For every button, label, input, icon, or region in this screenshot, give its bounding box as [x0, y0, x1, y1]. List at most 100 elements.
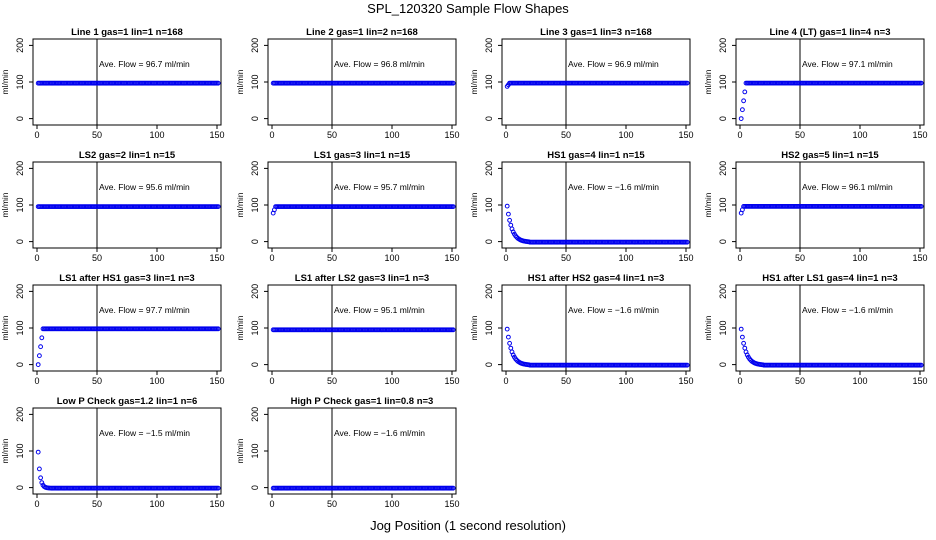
chart-panel: LS1 after LS2 gas=3 lin=1 n=3 Ave. Flow =…: [235, 273, 460, 386]
plot-frame: [267, 407, 457, 495]
data-points: [270, 80, 456, 86]
y-tick-label: 0: [250, 239, 260, 244]
average-flow-annotation: Ave. Flow = −1.6 ml/min: [568, 305, 659, 315]
data-points: [504, 203, 690, 245]
x-tick-label: 100: [852, 376, 867, 386]
average-flow-annotation: Ave. Flow = 97.7 ml/min: [99, 305, 190, 315]
y-tick-label: 100: [15, 74, 25, 89]
y-tick-label: 0: [484, 116, 494, 121]
y-tick-label: 200: [250, 38, 260, 53]
data-point: [742, 89, 748, 95]
y-axis-label: ml/min: [469, 69, 479, 94]
y-tick-label: 200: [15, 407, 25, 422]
y-tick-label: 100: [484, 197, 494, 212]
figure-x-axis-label: Jog Position (1 second resolution): [370, 518, 566, 533]
data-point: [684, 239, 690, 245]
x-tick-label: 50: [561, 130, 571, 140]
y-tick-label: 100: [718, 197, 728, 212]
y-tick-label: 200: [484, 161, 494, 176]
data-point: [450, 327, 456, 333]
data-point: [507, 217, 513, 223]
x-tick-label: 100: [149, 253, 164, 263]
data-point: [740, 334, 745, 340]
data-point: [740, 107, 745, 113]
data-point: [39, 335, 45, 341]
y-tick-label: 0: [15, 116, 25, 121]
y-axis-label: ml/min: [0, 192, 10, 217]
data-point: [918, 80, 924, 86]
average-flow-annotation: Ave. Flow = −1.6 ml/min: [802, 305, 893, 315]
panel-title: Line 2 gas=1 lin=2 n=168: [306, 27, 418, 38]
y-tick-label: 0: [250, 362, 260, 367]
data-point: [450, 80, 456, 86]
plot-frame: [501, 161, 691, 249]
y-axis-label: ml/min: [235, 192, 245, 217]
y-axis-label: ml/min: [469, 315, 479, 340]
x-tick-label: 0: [503, 376, 508, 386]
x-tick-label: 50: [561, 376, 571, 386]
panel-title: LS1 after HS1 gas=3 lin=1 n=3: [59, 273, 194, 284]
x-tick-label: 0: [737, 376, 742, 386]
average-flow-annotation: Ave. Flow = 97.1 ml/min: [802, 59, 893, 69]
x-tick-label: 150: [209, 499, 224, 509]
x-tick-label: 0: [34, 376, 39, 386]
x-tick-label: 150: [209, 130, 224, 140]
data-point: [35, 449, 41, 455]
average-flow-annotation: Ave. Flow = 95.7 ml/min: [334, 182, 425, 192]
data-point: [450, 204, 456, 210]
x-tick-label: 150: [678, 130, 693, 140]
data-point: [918, 362, 924, 368]
x-tick-label: 50: [795, 376, 805, 386]
x-tick-label: 50: [92, 130, 102, 140]
y-tick-label: 0: [15, 239, 25, 244]
data-point: [215, 485, 221, 491]
x-tick-label: 100: [618, 130, 633, 140]
average-flow-annotation: Ave. Flow = −1.6 ml/min: [334, 428, 425, 438]
y-axis-label: ml/min: [0, 315, 10, 340]
x-tick-label: 0: [269, 253, 274, 263]
y-tick-label: 200: [718, 161, 728, 176]
y-tick-label: 0: [15, 362, 25, 367]
chart-panel: HS1 after HS2 gas=4 lin=1 n=3 Ave. Flow =…: [469, 273, 694, 386]
chart-panel: Line 2 gas=1 lin=2 n=168 Ave. Flow = 96.8…: [235, 27, 460, 140]
data-points: [738, 204, 924, 216]
x-tick-label: 150: [912, 376, 927, 386]
y-axis-label: ml/min: [0, 69, 10, 94]
y-tick-label: 200: [250, 407, 260, 422]
x-tick-label: 50: [327, 130, 337, 140]
data-point: [508, 222, 514, 228]
chart-panel: HS1 after LS1 gas=4 lin=1 n=3 Ave. Flow =…: [703, 273, 928, 386]
x-tick-label: 50: [561, 253, 571, 263]
data-point: [741, 98, 746, 104]
y-tick-label: 100: [250, 320, 260, 335]
data-points: [35, 204, 221, 210]
average-flow-annotation: Ave. Flow = 96.1 ml/min: [802, 182, 893, 192]
x-tick-label: 0: [737, 130, 742, 140]
y-tick-label: 0: [484, 239, 494, 244]
chart-panel: LS1 gas=3 lin=1 n=15 Ave. Flow = 95.7 ml/…: [235, 150, 460, 263]
data-point: [504, 203, 510, 209]
y-axis-label: ml/min: [235, 69, 245, 94]
y-axis-label: ml/min: [703, 192, 713, 217]
x-tick-label: 50: [327, 499, 337, 509]
x-tick-label: 100: [852, 253, 867, 263]
data-point: [215, 80, 221, 86]
x-tick-label: 50: [327, 253, 337, 263]
x-tick-label: 150: [209, 253, 224, 263]
data-point: [39, 480, 45, 486]
y-axis-label: ml/min: [235, 315, 245, 340]
panel-title: HS1 gas=4 lin=1 n=15: [547, 150, 645, 161]
data-point: [38, 475, 43, 481]
data-point: [37, 466, 42, 472]
plot-frame: [32, 407, 222, 495]
data-point: [215, 204, 221, 210]
x-tick-label: 0: [34, 253, 39, 263]
chart-panel: Line 3 gas=1 lin=3 n=168 Ave. Flow = 96.9…: [469, 27, 694, 140]
y-tick-label: 200: [484, 38, 494, 53]
y-tick-label: 100: [15, 443, 25, 458]
chart-panel: LS1 after HS1 gas=3 lin=1 n=3 Ave. Flow =…: [0, 273, 225, 386]
data-point: [684, 362, 690, 368]
y-tick-label: 0: [250, 116, 260, 121]
data-points: [270, 204, 456, 216]
x-tick-label: 150: [444, 376, 459, 386]
